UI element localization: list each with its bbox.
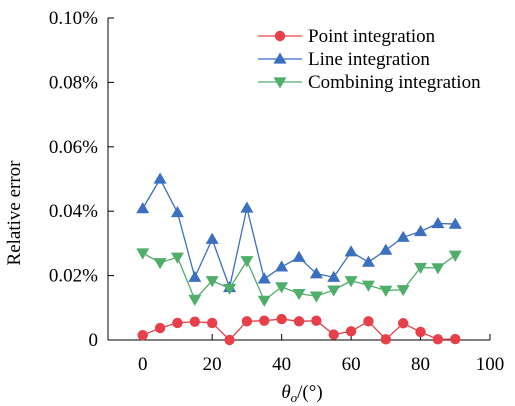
data-point (206, 317, 218, 329)
data-point (275, 260, 289, 272)
data-point (136, 248, 150, 260)
data-point (240, 256, 254, 268)
x-axis-subscript: o (291, 390, 298, 405)
y-tick-label: 0.08% (49, 72, 98, 93)
axes: 0 0.02% 0.04% 0.06% 0.08% 0.10% 0 20 40 60 80 100 (49, 8, 504, 375)
data-point (188, 294, 202, 306)
data-point (170, 252, 184, 264)
data-point (154, 322, 166, 334)
data-point (397, 318, 409, 329)
data-point (309, 267, 323, 279)
data-point (414, 262, 428, 275)
data-point (205, 232, 219, 244)
data-point (259, 315, 270, 326)
data-point (327, 285, 341, 297)
x-tick-label: 20 (203, 354, 222, 375)
x-tick-label: 100 (476, 354, 505, 375)
data-point (431, 216, 445, 229)
data-point (276, 313, 287, 325)
data-point (344, 245, 358, 257)
data-point (344, 276, 358, 288)
legend-label: Combining integration (308, 72, 481, 93)
x-tick-label: 60 (342, 354, 361, 375)
data-point (224, 334, 235, 346)
data-point (153, 258, 167, 270)
series-point-integration (137, 313, 461, 346)
y-tick-label: 0.10% (49, 8, 98, 29)
data-point (415, 326, 426, 338)
y-tick-label: 0.04% (49, 201, 98, 222)
x-tick-label: 40 (272, 354, 291, 375)
data-point (379, 285, 393, 297)
data-point (328, 329, 339, 340)
data-point (345, 326, 357, 337)
x-tick-label: 0 (138, 354, 148, 375)
data-point (292, 250, 306, 262)
data-point (431, 263, 445, 275)
legend-entry: Combining integration (258, 72, 481, 93)
data-point (450, 333, 461, 345)
data-point (240, 201, 254, 213)
data-point (292, 288, 306, 301)
legend-marker (273, 52, 287, 64)
data-point (137, 329, 148, 341)
data-point (448, 250, 462, 262)
series-combining-integration (136, 248, 462, 307)
data-point (257, 295, 271, 307)
y-tick-label: 0.02% (49, 266, 98, 287)
legend-label: Point integration (308, 26, 436, 47)
data-point (379, 243, 393, 255)
data-point (380, 334, 392, 345)
x-axis-unit: /(°) (297, 382, 323, 403)
y-tick-label: 0 (89, 330, 99, 351)
y-axis-title: Relative error (4, 160, 25, 266)
data-point (170, 205, 184, 218)
data-point (153, 172, 167, 184)
plot-series (136, 172, 462, 346)
series-line (142, 177, 456, 290)
data-point (309, 291, 323, 303)
data-point (241, 316, 253, 327)
data-point (172, 317, 183, 329)
legend-marker (273, 77, 287, 89)
x-tick-label: 80 (411, 354, 430, 375)
data-point (311, 315, 322, 326)
data-point (205, 276, 219, 288)
legend-label: Line integration (308, 49, 430, 70)
data-point (448, 217, 462, 229)
data-point (257, 272, 271, 284)
data-point (189, 316, 201, 327)
data-point (223, 283, 237, 295)
data-point (275, 282, 289, 294)
data-point (414, 224, 428, 237)
y-tick-label: 0.06% (49, 137, 98, 158)
legend-entry: Line integration (258, 49, 430, 70)
legend-marker (274, 30, 286, 42)
data-point (396, 230, 410, 242)
data-point (293, 316, 305, 327)
x-axis-title: θo/(°) (281, 382, 322, 405)
data-point (361, 255, 375, 267)
data-point (396, 285, 410, 297)
x-axis-symbol: θ (281, 382, 290, 403)
data-point (327, 270, 341, 282)
data-point (188, 270, 202, 282)
data-point (361, 280, 375, 292)
legend-entry: Point integration (258, 26, 436, 47)
data-point (136, 202, 150, 214)
data-point (432, 334, 444, 345)
data-point (363, 316, 374, 327)
